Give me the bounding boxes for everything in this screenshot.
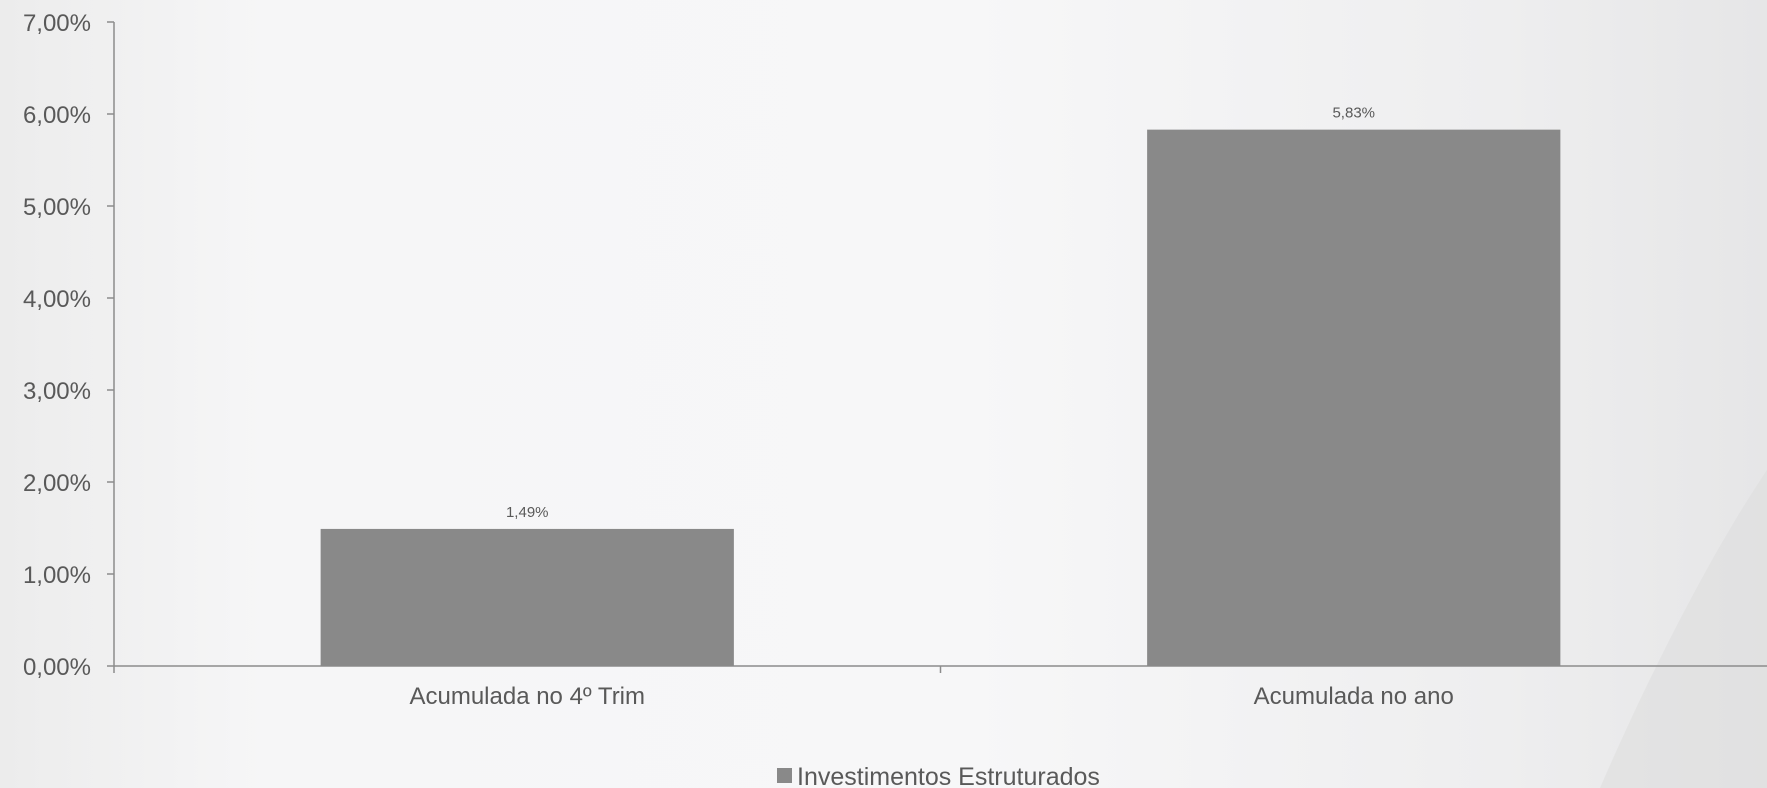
legend-swatch (777, 768, 792, 783)
legend: Investimentos Estruturados (777, 763, 1100, 788)
y-tick-label: 0,00% (23, 654, 91, 681)
y-tick-label: 1,00% (23, 562, 91, 589)
bar-value-label: 5,83% (1332, 105, 1375, 122)
bar (320, 528, 734, 666)
y-axis: 0,00% 1,00% 2,00% 3,00% 4,00% 5,00% 6,00% 7,00% (23, 10, 115, 681)
y-tick-label: 5,00% (23, 194, 91, 221)
background-wedge (1600, 470, 1767, 788)
bar (1147, 129, 1561, 666)
legend-label: Investimentos Estruturados (797, 763, 1100, 788)
x-axis: Acumulada no 4º Trim Acumulada no ano (113, 665, 1767, 710)
bars (320, 129, 1561, 666)
x-category-label: Acumulada no 4º Trim (409, 683, 645, 710)
y-tick-label: 2,00% (23, 470, 91, 497)
y-tick-label: 3,00% (23, 378, 91, 405)
bar-value-label: 1,49% (506, 504, 549, 521)
x-category-label: Acumulada no ano (1254, 683, 1454, 710)
y-tick-label: 7,00% (23, 10, 91, 37)
data-labels: 1,49% 5,83% (506, 105, 1375, 521)
y-tick-label: 6,00% (23, 102, 91, 129)
y-tick-label: 4,00% (23, 286, 91, 313)
